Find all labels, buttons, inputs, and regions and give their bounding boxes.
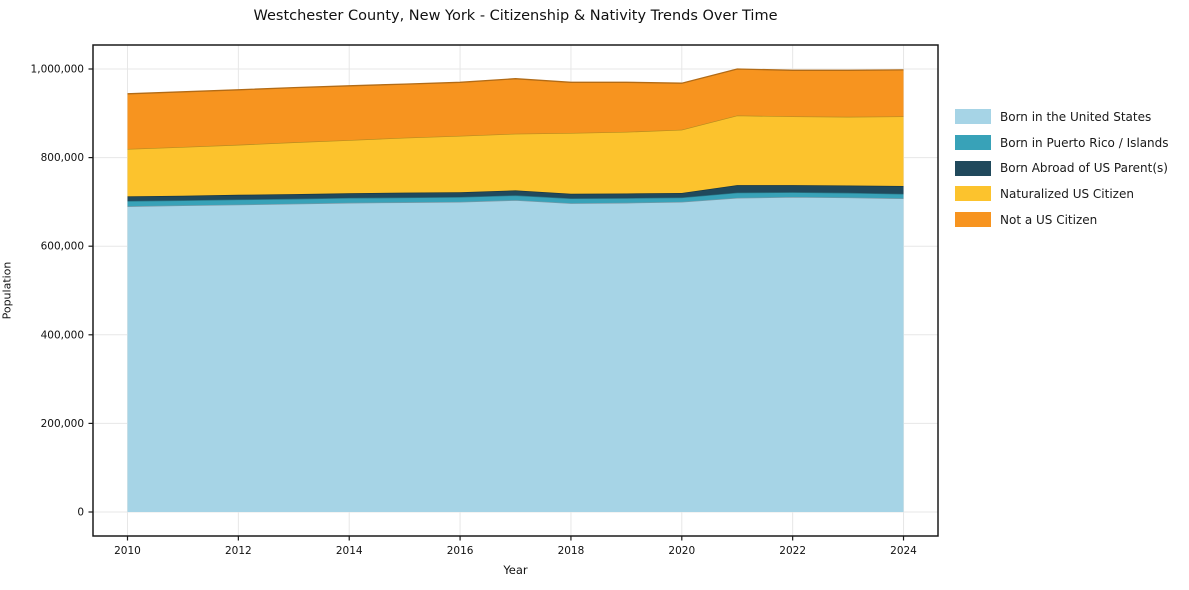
y-tick-label: 400,000: [41, 329, 84, 341]
legend-label: Born Abroad of US Parent(s): [1000, 161, 1168, 176]
legend-item: Born in the United States: [955, 104, 1169, 130]
chart-legend: Born in the United States Born in Puerto …: [955, 104, 1169, 232]
legend-item: Born in Puerto Rico / Islands: [955, 130, 1169, 156]
legend-item: Not a US Citizen: [955, 207, 1169, 233]
legend-swatch: [955, 109, 991, 125]
x-tick-label: 2014: [336, 545, 363, 557]
y-tick-label: 200,000: [41, 418, 84, 430]
legend-item: Naturalized US Citizen: [955, 181, 1169, 207]
area-series-layer: [127, 68, 904, 512]
x-axis-label: Year: [503, 563, 528, 577]
x-tick-label: 2010: [114, 545, 141, 557]
y-tick-label: 1,000,000: [31, 64, 84, 76]
legend-label: Born in Puerto Rico / Islands: [1000, 135, 1169, 150]
legend-swatch: [955, 135, 991, 151]
plot-border: [92, 44, 939, 537]
x-tick-label: 2022: [779, 545, 806, 557]
y-tick-label: 800,000: [41, 152, 84, 164]
legend-swatch: [955, 186, 991, 202]
legend-label: Naturalized US Citizen: [1000, 186, 1134, 201]
area-series-4: [127, 69, 904, 149]
axes-spines: [92, 44, 939, 537]
y-tick-label: 600,000: [41, 241, 84, 253]
area-series-3: [127, 115, 904, 197]
legend-label: Born in the United States: [1000, 109, 1152, 124]
legend-label: Not a US Citizen: [1000, 212, 1098, 227]
axis-ticks: [88, 68, 905, 541]
x-tick-label: 2020: [668, 545, 695, 557]
x-tick-label: 2012: [225, 545, 252, 557]
y-axis-label: Population: [0, 261, 14, 320]
legend-swatch: [955, 160, 991, 176]
area-series-0: [127, 197, 904, 512]
legend-item: Born Abroad of US Parent(s): [955, 155, 1169, 181]
area-series-4-edge: [127, 68, 904, 95]
x-tick-label: 2016: [447, 545, 474, 557]
axis-tick-labels: 2010 2012 2014 2016 2018 2020 2022 2024 0 200,000…: [31, 64, 918, 558]
area-series-1: [127, 192, 904, 207]
legend-swatch: [955, 212, 991, 228]
y-tick-label: 0: [77, 507, 84, 519]
x-tick-label: 2024: [890, 545, 917, 557]
chart-title: Westchester County, New York - Citizensh…: [253, 8, 778, 24]
x-tick-label: 2018: [558, 545, 585, 557]
